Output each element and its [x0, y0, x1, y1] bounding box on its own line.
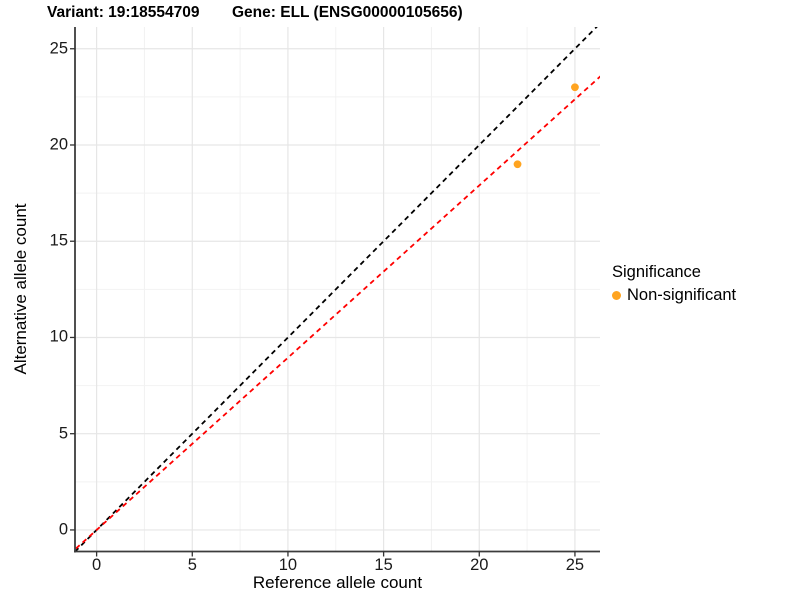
identity-line	[75, 27, 598, 552]
x-axis-title: Reference allele count	[252, 573, 423, 592]
legend-item-non-significant: Non-significant	[612, 286, 736, 305]
x-tick-label: 20	[470, 556, 489, 574]
y-axis-title: Alternative allele count	[11, 203, 30, 375]
fit-line	[75, 75, 600, 551]
x-tick-label: 10	[278, 556, 298, 574]
x-tick-label: 15	[374, 556, 393, 574]
x-tick-label: 0	[92, 556, 102, 574]
legend-title: Significance	[612, 263, 701, 281]
y-tick-label: 25	[49, 39, 68, 58]
y-tick-label: 15	[49, 231, 68, 250]
data-point	[513, 160, 522, 169]
y-tick-label: 10	[49, 327, 68, 346]
y-tick-label: 0	[58, 520, 68, 539]
legend: Significance Non-significant	[612, 263, 736, 305]
legend-dot-icon	[612, 291, 621, 300]
data-point	[571, 83, 579, 92]
y-tick-label: 20	[49, 135, 68, 154]
legend-item-label: Non-significant	[627, 286, 737, 304]
y-tick-label: 5	[58, 424, 68, 443]
variant-title: Variant: 19:18554709	[47, 4, 200, 21]
x-tick-label: 5	[187, 556, 197, 574]
gene-title: Gene: ELL (ENSG00000105656)	[232, 4, 463, 21]
x-tick-label: 25	[565, 556, 585, 574]
